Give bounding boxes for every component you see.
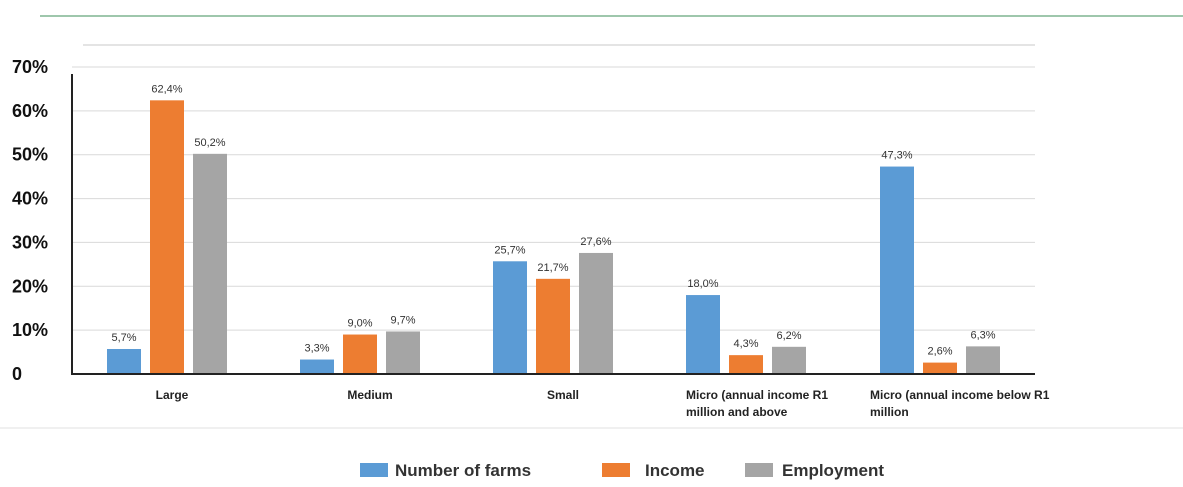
bar [966,346,1000,374]
bar [536,278,570,374]
bar [729,355,763,374]
bars [107,100,1000,375]
data-label: 2,6% [927,346,952,358]
x-tick-label: Small [547,388,579,402]
legend-label: Employment [782,461,884,480]
x-tick-label: Large [156,388,189,402]
y-tick-label: 20% [12,276,48,296]
y-tick-label: 40% [12,189,48,209]
data-label: 47,3% [881,150,912,162]
data-label: 62,4% [151,83,182,95]
legend: Number of farms Income Employment [360,461,884,480]
data-label: 4,3% [733,338,758,350]
y-tick-label: 30% [12,232,48,252]
bar [880,166,914,374]
legend-swatch [602,463,630,477]
x-tick-label: million and above [686,405,788,419]
y-axis-ticks: 0 10% 20% 30% 40% 50% 60% 70% [12,57,48,384]
x-tick-label: Micro (annual income below R1 [870,388,1050,402]
y-tick-label: 60% [12,101,48,121]
bar [579,252,613,374]
x-axis-ticks: Large Medium Small Micro (annual income R1 m… [156,388,1050,419]
bar [300,359,334,374]
data-label: 18,0% [687,278,718,290]
bar [107,349,141,374]
bar [386,331,420,374]
data-label: 5,7% [111,332,136,344]
legend-swatch [360,463,388,477]
data-label: 6,2% [776,330,801,342]
bar [493,261,527,374]
data-label: 50,2% [194,137,225,149]
y-tick-label: 70% [12,57,48,77]
data-labels: 5,7% 3,3% 25,7% 18,0% 47,3% 62,4% 9,0% 21,7% 4,3… [111,83,995,357]
data-label: 27,6% [580,236,611,248]
bar [686,295,720,374]
y-tick-label: 10% [12,320,48,340]
x-tick-label: Medium [347,388,392,402]
data-label: 9,7% [390,314,415,326]
x-tick-label: Micro (annual income R1 [686,388,828,402]
y-tick-label: 50% [12,145,48,165]
x-tick-label: million [870,405,909,419]
legend-label: Number of farms [395,461,531,480]
bar [772,346,806,374]
legend-swatch [745,463,773,477]
data-label: 25,7% [494,244,525,256]
data-label: 21,7% [537,262,568,274]
data-label: 9,0% [347,318,372,330]
y-tick-label: 0 [12,364,22,384]
data-label: 6,3% [970,329,995,341]
bar [193,153,227,374]
bar [150,100,184,375]
bar [923,362,957,374]
data-label: 3,3% [304,343,329,355]
gridlines [72,66,1035,331]
bar [343,334,377,374]
legend-label: Income [645,461,705,480]
